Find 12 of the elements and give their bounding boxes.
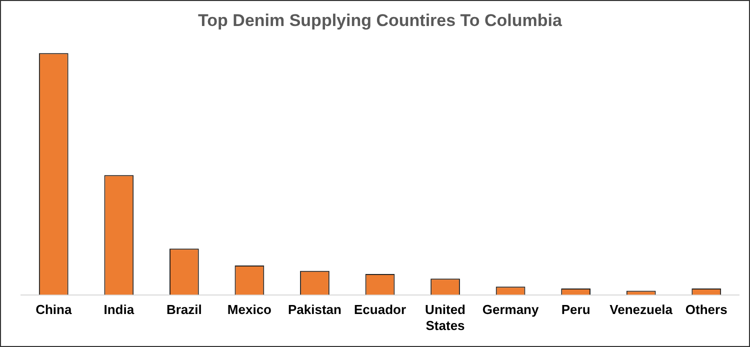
x-tick-label: Germany (482, 302, 540, 318)
x-tick-label: Mexico (227, 302, 272, 318)
x-tick-label: Peru (561, 302, 590, 318)
x-tick-label: Pakistan (288, 302, 342, 318)
x-tick-label: India (104, 302, 135, 318)
x-tick-label: Others (685, 302, 728, 318)
x-tick-label: United States (425, 302, 466, 333)
x-tick-label: Ecuador (354, 302, 406, 318)
x-tick-label: China (36, 302, 72, 318)
x-tick-label: Brazil (166, 302, 202, 318)
x-tick-label: Venezuela (610, 302, 674, 318)
chart-title: Top Denim Supplying Countires To Columbia (198, 10, 562, 30)
